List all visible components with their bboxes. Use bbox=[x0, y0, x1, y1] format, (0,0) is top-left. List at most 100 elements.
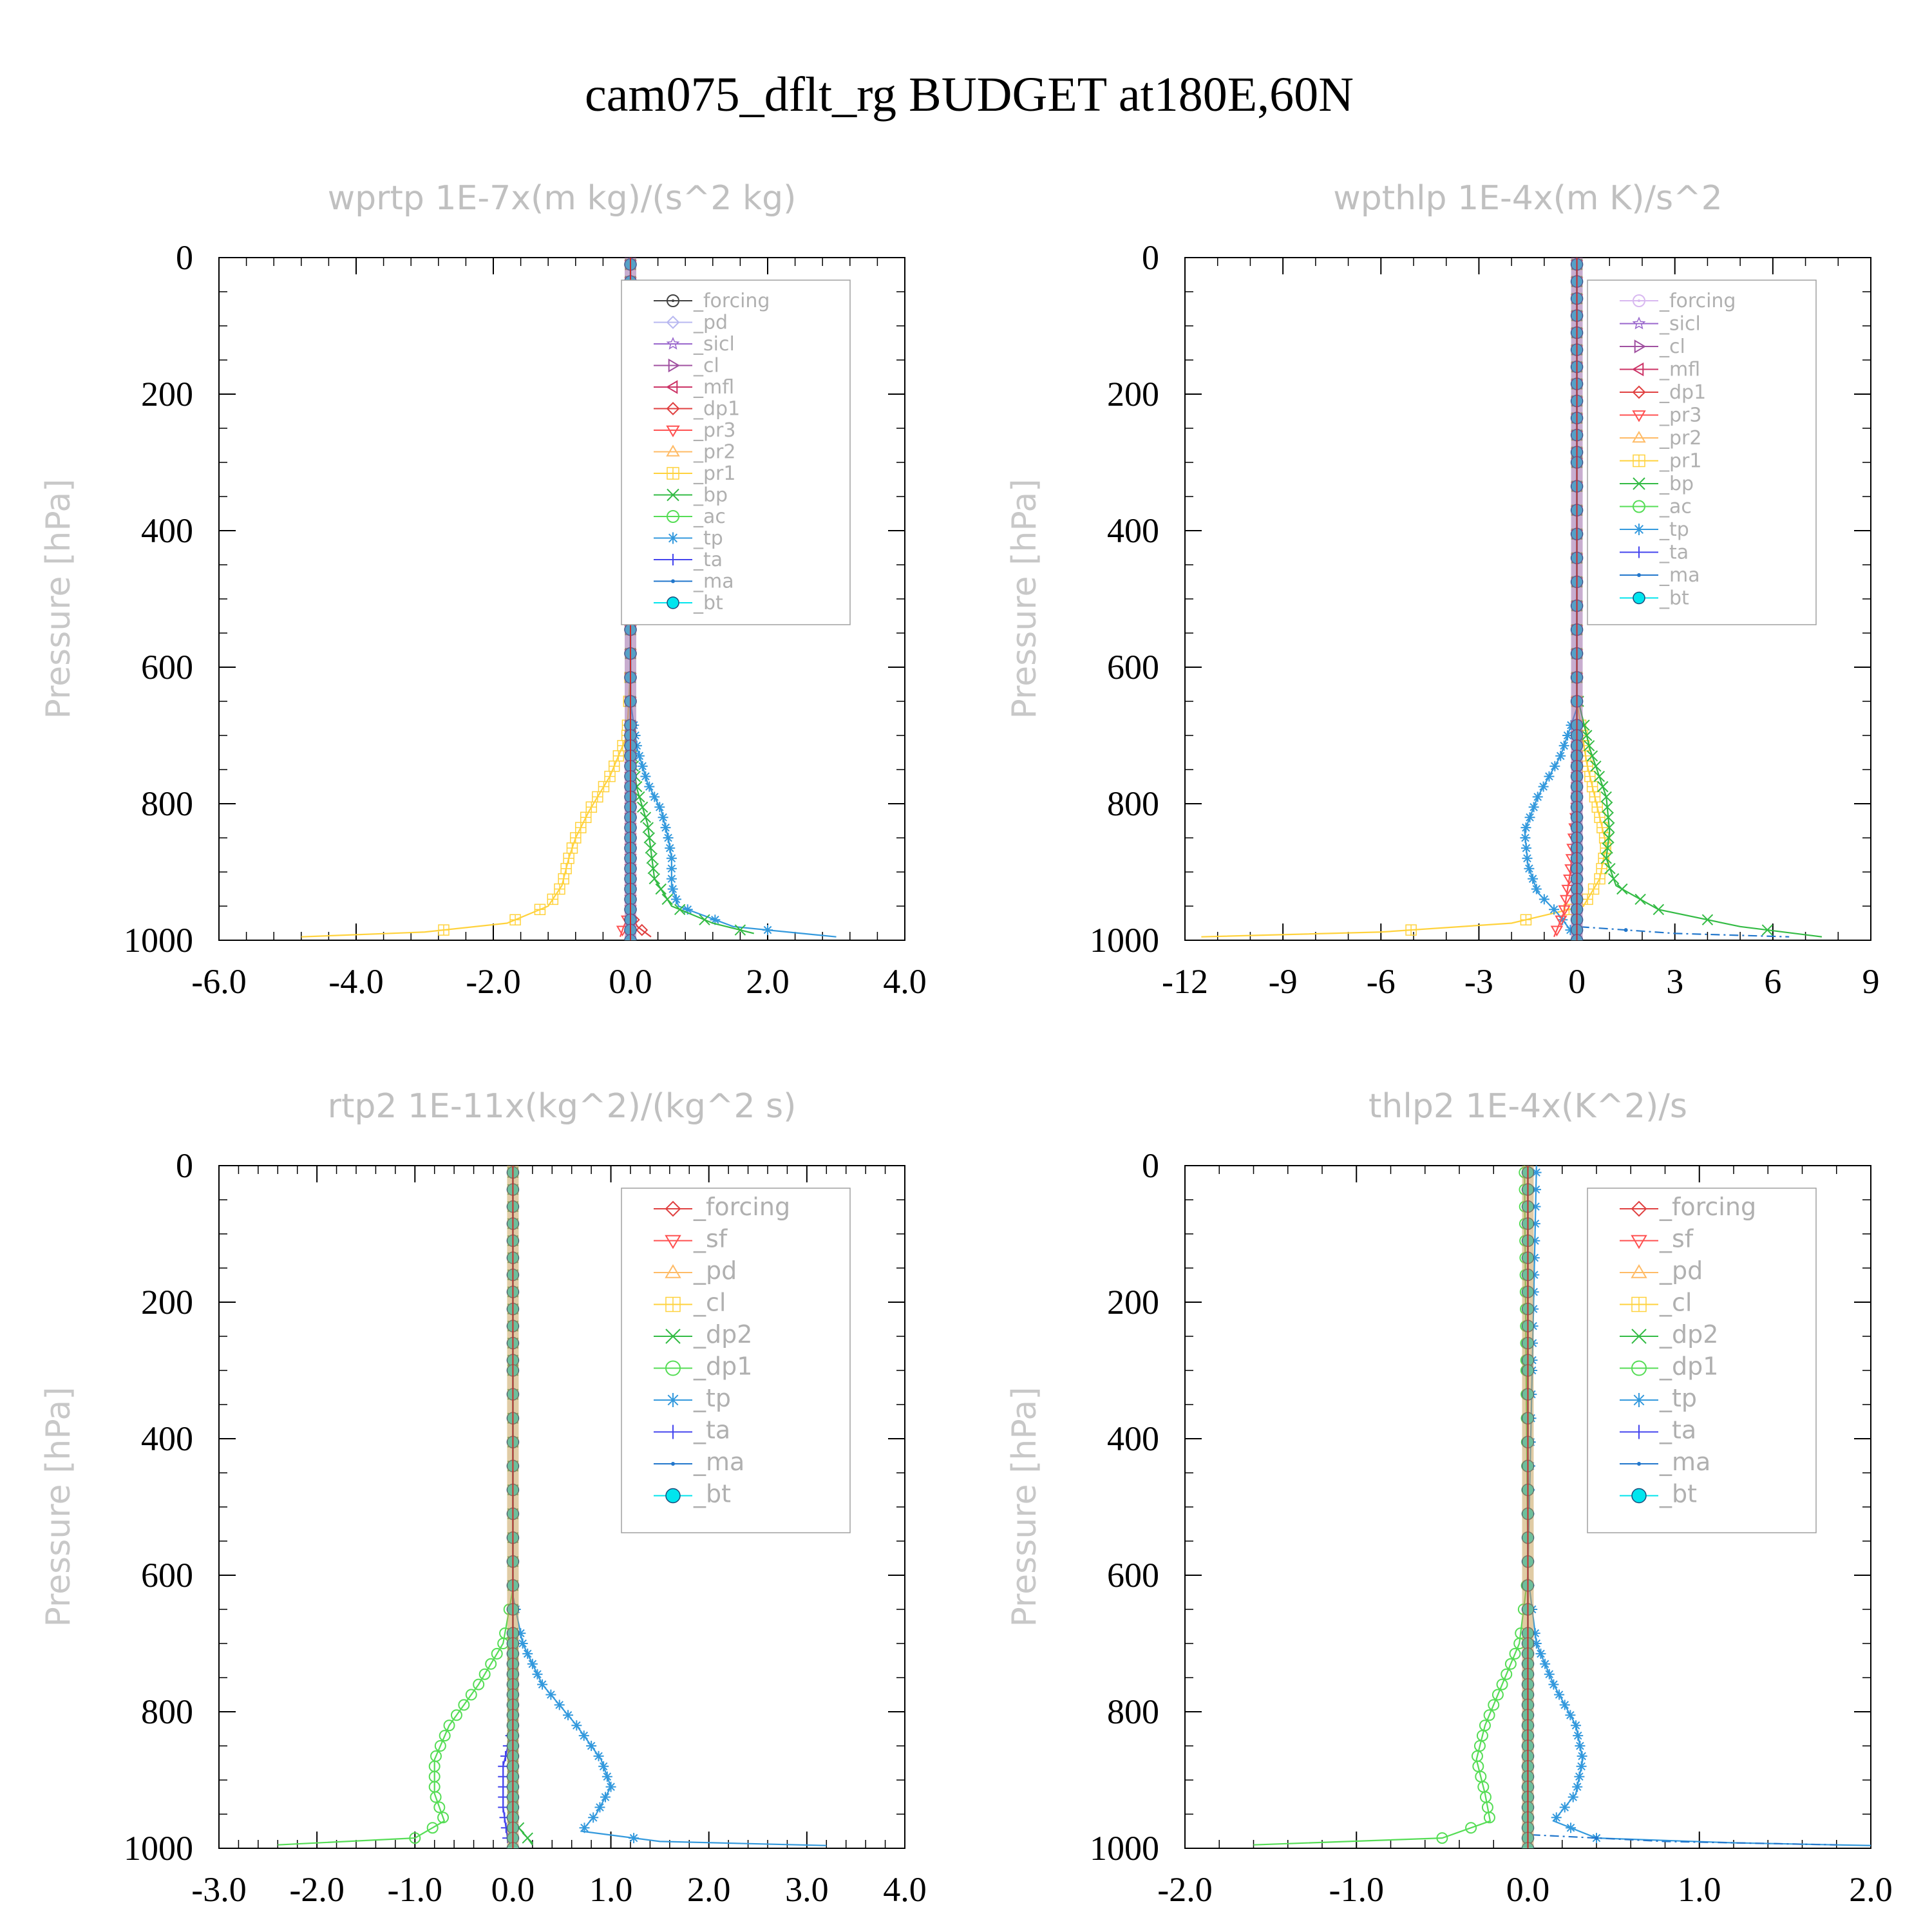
series-marker-bp bbox=[646, 853, 658, 864]
series-marker-bp bbox=[642, 822, 654, 833]
series-marker-bp bbox=[1590, 760, 1602, 772]
series-marker-tp bbox=[660, 822, 671, 833]
series-marker-bp bbox=[643, 832, 655, 844]
series-marker-bp bbox=[1604, 862, 1616, 875]
legend-marker-ta bbox=[667, 554, 679, 565]
y-tick-label: 0 bbox=[1142, 1146, 1159, 1185]
series-marker-bp bbox=[1602, 842, 1613, 854]
series-line-ma bbox=[1527, 1166, 1837, 1846]
series-marker-tp bbox=[762, 925, 773, 936]
legend-marker-dp1 bbox=[1632, 385, 1646, 399]
series-marker-tp bbox=[1544, 771, 1555, 782]
legend-marker-tp bbox=[1633, 524, 1645, 535]
series-marker-tp bbox=[1559, 1700, 1570, 1710]
legend-entry-bp: _bp bbox=[654, 484, 728, 507]
legend-label-bp: _bp bbox=[693, 484, 728, 507]
series-marker-ma bbox=[1595, 1836, 1598, 1841]
legend-label-ma: _ma bbox=[1659, 564, 1700, 587]
legend-label-bt: _bt bbox=[693, 592, 723, 614]
series-marker-tp bbox=[1554, 1689, 1565, 1700]
legend-entry-pr1: _pr1 bbox=[1620, 450, 1701, 473]
legend-entry-bp: _bp bbox=[1620, 473, 1694, 495]
legend-label-cl: _cl bbox=[1659, 1289, 1692, 1317]
series-marker-bp bbox=[1581, 730, 1593, 741]
legend-entry-sicl: _sicl bbox=[1620, 313, 1701, 336]
y-tick-label: 200 bbox=[1107, 375, 1159, 413]
series-marker-ta bbox=[498, 1761, 509, 1772]
series-marker-pr1 bbox=[560, 862, 572, 875]
legend-label-ac: _ac bbox=[693, 506, 726, 528]
series-marker-pr1 bbox=[575, 822, 587, 833]
y-tick-label: 400 bbox=[141, 511, 193, 550]
series-marker-dp1 bbox=[439, 1730, 451, 1742]
legend-marker-ta bbox=[666, 1425, 680, 1439]
series-marker-dp1 bbox=[491, 1647, 503, 1660]
legend-marker-cl bbox=[665, 1296, 681, 1312]
legend-entry-forcing: _forcing bbox=[654, 290, 770, 312]
x-tick-label: 1.0 bbox=[1678, 1870, 1721, 1909]
series-marker-pr1 bbox=[1594, 873, 1605, 885]
series-marker-tp bbox=[1551, 1812, 1562, 1823]
legend-marker-ma bbox=[671, 579, 675, 583]
series-marker-tp bbox=[563, 1710, 574, 1721]
series-marker-dp1 bbox=[437, 1812, 450, 1824]
series-marker-tp bbox=[629, 1833, 639, 1844]
legend-label-dp2: _dp2 bbox=[693, 1320, 752, 1349]
x-tick-label: -12 bbox=[1162, 962, 1208, 1001]
legend-entry-tp: _tp bbox=[654, 527, 723, 550]
legend-entry-tp: _tp bbox=[1620, 1384, 1697, 1412]
series-marker-tp bbox=[1529, 1253, 1540, 1264]
legend-label-ta: _ta bbox=[1659, 542, 1689, 564]
series-marker-tp bbox=[571, 1720, 582, 1731]
legend-label-pr3: _pr3 bbox=[693, 419, 735, 442]
legend-marker-bt bbox=[1633, 591, 1645, 605]
legend-marker-mfl bbox=[1632, 362, 1644, 377]
legend-entry-ta: _ta bbox=[654, 1416, 730, 1444]
legend-marker-forcing bbox=[667, 294, 679, 307]
series-marker-pr1 bbox=[547, 893, 559, 905]
legend-label-dp1: _dp1 bbox=[1659, 381, 1706, 404]
series-marker-tp bbox=[1539, 894, 1549, 905]
x-tick-label: -2.0 bbox=[289, 1870, 344, 1909]
x-tick-label: 2.0 bbox=[746, 962, 790, 1001]
legend-label-mfl: _mfl bbox=[693, 376, 734, 399]
series-marker-pr1 bbox=[612, 750, 625, 762]
series-marker-dp1 bbox=[430, 1791, 442, 1803]
series-marker-pr1 bbox=[438, 924, 450, 936]
series-marker-tp bbox=[1535, 1648, 1546, 1659]
legend-label-mfl: _mfl bbox=[1659, 359, 1700, 381]
legend-box bbox=[621, 1188, 851, 1533]
y-axis-label: Pressure [hPa] bbox=[1005, 479, 1044, 719]
legend-entry-bt: _bt bbox=[1620, 1480, 1697, 1508]
legend-marker-dp1 bbox=[666, 402, 680, 415]
series-marker-tp bbox=[1531, 1184, 1542, 1195]
y-tick-label: 800 bbox=[141, 1692, 193, 1731]
legend-marker-sicl bbox=[666, 337, 680, 350]
legend-entry-pd: _pd bbox=[1620, 1256, 1703, 1285]
panel-thlp2: thlp2 1E-4x(K^2)/s Pressure [hPa] 0 200 400 6… bbox=[1005, 1087, 1893, 1909]
series-marker-tp bbox=[637, 761, 648, 772]
series-marker-tp bbox=[1524, 812, 1535, 823]
legend: _forcing_sicl_cl_mfl_dp1_pr3_pr2_pr1_bp_… bbox=[1587, 279, 1817, 625]
legend-marker-dp2 bbox=[1631, 1329, 1647, 1344]
legend-marker-cl bbox=[1634, 339, 1646, 354]
series-marker-tp bbox=[1520, 822, 1531, 833]
series-marker-tp bbox=[578, 1730, 589, 1741]
series-marker-tp bbox=[1558, 740, 1569, 751]
series-marker-tp bbox=[522, 1648, 533, 1659]
series-marker-tp bbox=[1575, 1741, 1586, 1751]
series-marker-dp1 bbox=[1483, 1709, 1495, 1721]
panel-title: wprtp 1E-7x(m kg)/(s^2 kg) bbox=[328, 179, 797, 218]
legend-entry-pr2: _pr2 bbox=[1620, 427, 1701, 450]
legend-label-sf: _sf bbox=[1659, 1225, 1694, 1253]
legend-marker-pd bbox=[1631, 1264, 1647, 1278]
series-marker-tp bbox=[586, 1741, 597, 1751]
legend-marker-sf bbox=[665, 1235, 681, 1249]
series-marker-pr1 bbox=[608, 760, 620, 772]
legend-entry-ac: _ac bbox=[1620, 496, 1692, 518]
series-marker-tp bbox=[1530, 1218, 1540, 1229]
series-marker-ta bbox=[498, 1771, 509, 1782]
series-marker-pr1 bbox=[585, 801, 598, 813]
y-axis-label: Pressure [hPa] bbox=[39, 1387, 78, 1627]
series-marker-bp bbox=[1593, 770, 1605, 782]
